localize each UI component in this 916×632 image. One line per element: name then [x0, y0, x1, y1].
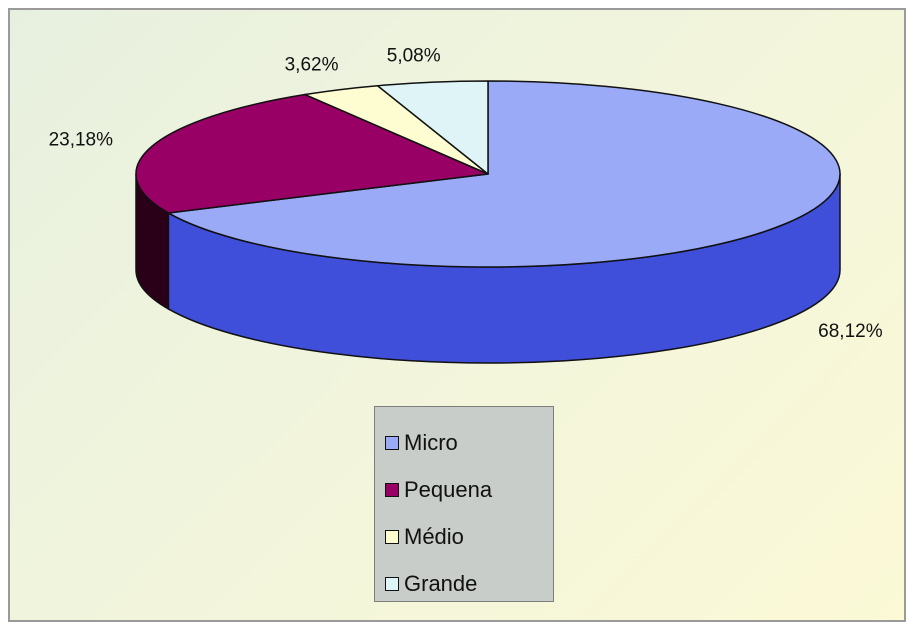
- pie-slice-pequena: [135, 93, 489, 214]
- legend-swatch-pequena: [385, 482, 399, 497]
- legend-label-medio: Médio: [404, 523, 464, 549]
- legend: Micro Pequena Médio Grande: [374, 406, 554, 602]
- legend-item-grande: Grande: [385, 560, 553, 607]
- pie-chart: 68,12% 23,18% 3,62% 5,08%: [49, 45, 883, 364]
- legend-swatch-micro: [385, 435, 399, 450]
- legend-swatch-medio: [385, 529, 399, 544]
- data-label-micro: 68,12%: [818, 321, 883, 342]
- legend-label-pequena: Pequena: [404, 476, 493, 502]
- legend-label-micro: Micro: [404, 429, 458, 455]
- legend-item-medio: Médio: [385, 513, 553, 560]
- data-label-medio: 3,62%: [285, 55, 339, 76]
- pie-slice-grande: [376, 80, 489, 175]
- data-label-grande: 5,08%: [387, 45, 441, 66]
- chart-area: 68,12% 23,18% 3,62% 5,08% Micro Pequena Méd…: [8, 8, 906, 622]
- legend-item-pequena: Pequena: [385, 466, 553, 513]
- data-label-pequena: 23,18%: [49, 129, 114, 150]
- legend-label-grande: Grande: [404, 570, 478, 596]
- legend-swatch-grande: [385, 576, 399, 591]
- legend-item-micro: Micro: [385, 419, 553, 466]
- pie-slice-micro: [167, 80, 841, 268]
